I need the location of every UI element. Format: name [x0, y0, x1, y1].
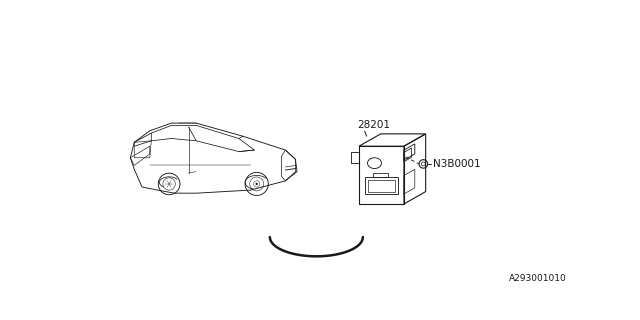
Text: A293001010: A293001010: [509, 274, 566, 283]
Text: N3B0001: N3B0001: [433, 159, 480, 169]
Text: 28201: 28201: [358, 120, 390, 130]
Circle shape: [255, 183, 258, 185]
